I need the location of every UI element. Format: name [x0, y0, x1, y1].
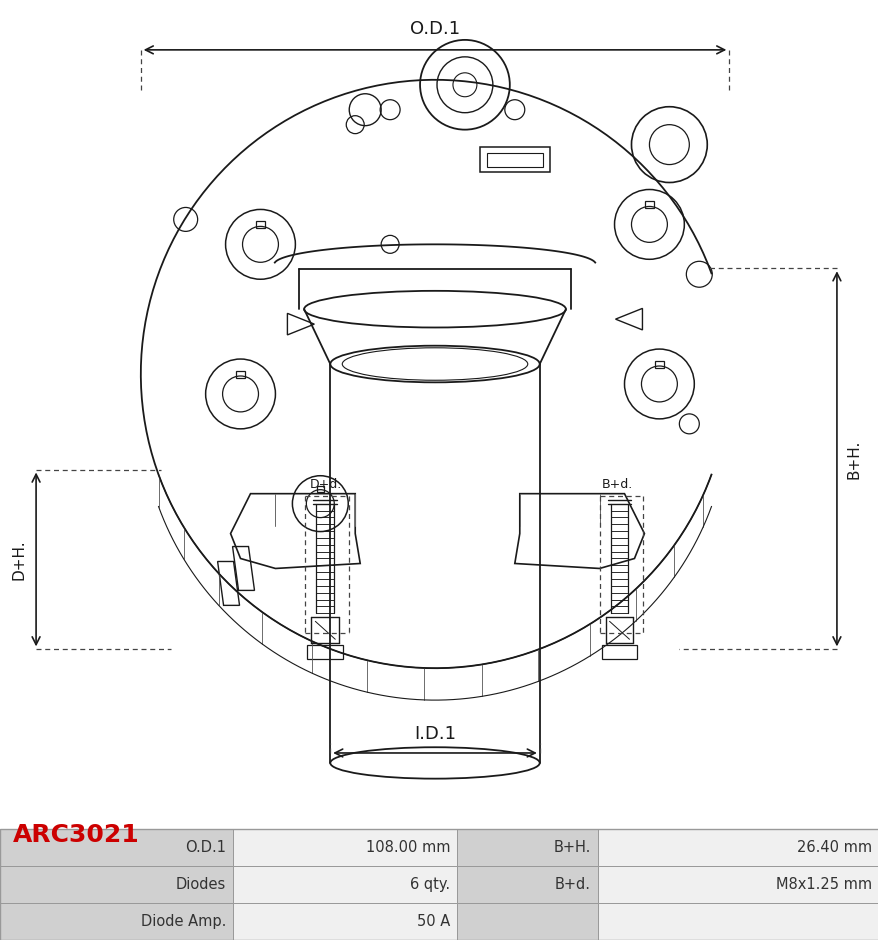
Text: 108.00 mm: 108.00 mm — [365, 840, 450, 855]
Bar — [486, 152, 542, 166]
Bar — [307, 645, 343, 659]
Bar — [0, 866, 233, 903]
Bar — [654, 361, 663, 368]
Text: 6 qty.: 6 qty. — [409, 877, 450, 892]
Text: O.D.1: O.D.1 — [184, 840, 226, 855]
Bar — [255, 221, 264, 228]
Text: 26.40 mm: 26.40 mm — [796, 840, 871, 855]
Text: M8x1.25 mm: M8x1.25 mm — [775, 877, 871, 892]
Bar — [233, 903, 457, 940]
Text: ARC3021: ARC3021 — [13, 822, 140, 847]
Bar — [644, 201, 653, 209]
Bar — [233, 866, 457, 903]
Text: B+d.: B+d. — [601, 478, 632, 491]
Text: O.D.1: O.D.1 — [409, 20, 459, 38]
Text: D+H.: D+H. — [11, 540, 26, 580]
Bar — [316, 486, 323, 492]
Bar — [457, 903, 597, 940]
Bar — [0, 903, 233, 940]
Text: Diodes: Diodes — [176, 877, 226, 892]
Text: 50 A: 50 A — [416, 914, 450, 929]
Bar — [601, 645, 637, 659]
Text: B+H.: B+H. — [846, 439, 861, 478]
Bar — [457, 829, 597, 866]
Bar — [597, 903, 878, 940]
Text: I.D.1: I.D.1 — [414, 725, 456, 743]
Text: Diode Amp.: Diode Amp. — [140, 914, 226, 929]
Bar — [457, 866, 597, 903]
Bar — [0, 829, 233, 866]
Text: D+d.: D+d. — [309, 478, 342, 491]
Bar — [479, 147, 549, 171]
Bar — [233, 829, 457, 866]
Bar — [597, 866, 878, 903]
Text: B+d.: B+d. — [554, 877, 590, 892]
Text: B+H.: B+H. — [552, 840, 590, 855]
Bar — [597, 829, 878, 866]
Bar — [236, 370, 245, 378]
